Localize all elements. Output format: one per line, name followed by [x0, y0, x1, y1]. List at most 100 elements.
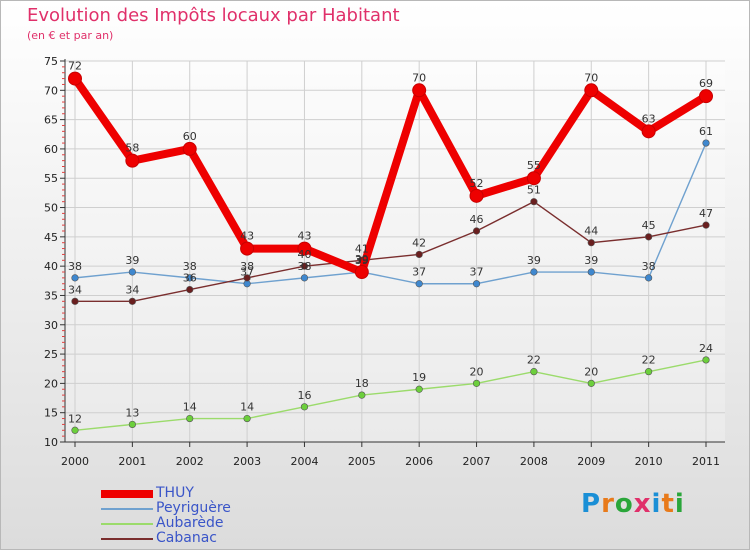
data-point	[243, 414, 251, 423]
data-label: 22	[642, 354, 656, 367]
data-label: 38	[297, 260, 311, 273]
data-point	[584, 83, 599, 98]
data-point	[300, 274, 309, 282]
data-point	[530, 368, 538, 376]
data-label: 43	[240, 230, 254, 243]
data-label: 24	[699, 342, 713, 355]
data-label: 61	[699, 125, 713, 138]
y-tick-label: 40	[44, 260, 58, 273]
y-tick-label: 60	[44, 143, 58, 156]
x-tick-label: 2008	[520, 455, 548, 468]
data-label: 40	[297, 248, 311, 261]
axes: 10 15 20 25 30 35 40 45 50 55 60 65 70 75 2000 2001 2002…	[44, 55, 725, 468]
series-aubarède	[71, 356, 710, 434]
data-point	[300, 262, 309, 270]
line-chart: 10 15 20 25 30 35 40 45 50 55 60 65 70 75 2000 2001 2002…	[44, 55, 725, 468]
x-tick-label: 2011	[692, 455, 720, 468]
data-label: 39	[584, 254, 598, 267]
data-point	[240, 241, 255, 256]
proxiti-logo: Proxiti	[581, 489, 685, 519]
data-point	[472, 227, 481, 235]
data-label: 39	[355, 254, 369, 267]
data-label: 39	[355, 253, 369, 266]
data-point	[415, 250, 423, 259]
data-label: 41	[355, 242, 369, 255]
data-point	[415, 385, 423, 393]
data-label: 45	[642, 219, 656, 232]
data-label: 63	[642, 112, 656, 125]
data-point	[472, 280, 481, 288]
logo-letter: r	[601, 489, 615, 519]
data-label: 58	[125, 142, 139, 155]
data-point	[354, 265, 369, 280]
data-label: 60	[183, 130, 197, 143]
data-label: 39	[125, 254, 139, 267]
x-tick-label: 2003	[233, 455, 261, 468]
data-label: 47	[699, 207, 713, 220]
data-point	[645, 274, 653, 282]
x-tick-label: 2002	[176, 455, 204, 468]
data-point	[645, 368, 653, 376]
x-tick-label: 2005	[348, 455, 376, 468]
data-point	[186, 286, 194, 294]
data-point	[526, 171, 541, 186]
data-point	[182, 141, 197, 156]
data-point	[530, 268, 538, 276]
x-tick-label: 2004	[290, 455, 318, 468]
y-tick-label: 25	[44, 348, 58, 361]
logo-letter: P	[581, 489, 602, 519]
data-point	[125, 153, 140, 168]
data-label: 51	[527, 184, 541, 197]
data-label: 38	[68, 260, 82, 273]
series-line	[74, 359, 707, 431]
y-tick-label: 20	[44, 377, 58, 390]
data-point	[128, 420, 136, 429]
data-point	[243, 274, 251, 282]
data-label: 55	[527, 159, 541, 172]
data-label: 34	[68, 283, 82, 296]
data-point	[128, 297, 136, 305]
data-label: 69	[699, 77, 713, 90]
data-point	[297, 241, 312, 256]
data-point	[645, 233, 653, 241]
data-label: 20	[470, 365, 484, 378]
y-tick-label: 50	[44, 202, 58, 215]
data-point	[71, 297, 79, 305]
data-point	[702, 139, 710, 147]
series-line	[74, 200, 707, 303]
data-point	[587, 268, 595, 276]
y-tick-label: 65	[44, 114, 58, 127]
x-tick-label: 2006	[405, 455, 433, 468]
data-point	[358, 391, 366, 399]
data-point	[469, 188, 484, 203]
chart-subtitle: (en € et par an)	[27, 29, 114, 42]
logo-letter: i	[674, 489, 685, 519]
data-label: 38	[240, 260, 254, 273]
legend-swatch	[101, 523, 153, 525]
y-tick-label: 70	[44, 84, 58, 97]
data-point	[587, 379, 595, 387]
logo-letter: x	[633, 489, 652, 519]
data-point	[641, 124, 656, 139]
data-point	[415, 280, 423, 288]
y-tick-label: 10	[44, 436, 58, 449]
y-tick-label: 55	[44, 172, 58, 185]
y-tick-label: 75	[44, 55, 58, 68]
chart-title: Evolution des Impôts locaux par Habitant	[27, 5, 400, 26]
data-label: 70	[584, 71, 598, 84]
data-label: 43	[297, 230, 311, 243]
legend-label: Cabanac	[156, 530, 217, 546]
data-label: 22	[527, 354, 541, 367]
series-cabanac	[71, 198, 710, 305]
x-tick-label: 2000	[61, 455, 89, 468]
data-point	[587, 239, 595, 247]
data-label: 46	[470, 213, 484, 226]
legend-swatch	[101, 508, 153, 510]
data-point	[702, 221, 710, 229]
y-tick-label: 15	[44, 407, 58, 420]
data-label: 37	[470, 266, 484, 279]
data-label: 20	[584, 365, 598, 378]
data-label: 44	[584, 225, 598, 238]
data-label: 70	[412, 71, 426, 84]
